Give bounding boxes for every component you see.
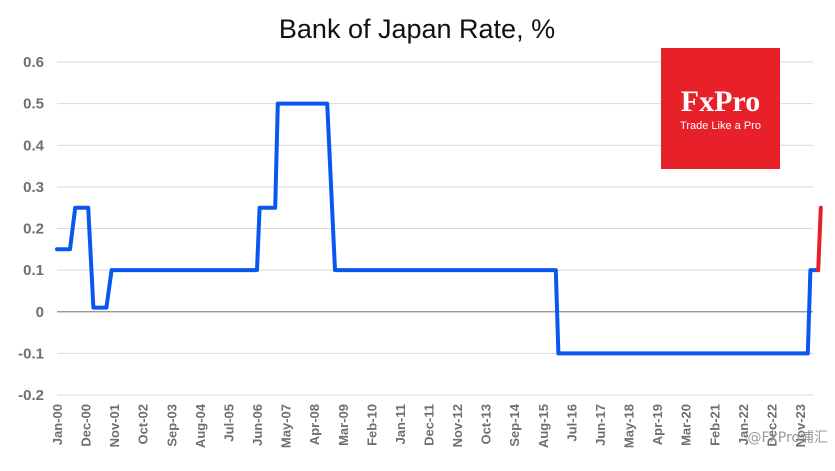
x-tick-label: Nov-23 <box>793 404 808 447</box>
x-tick-label: Dec-11 <box>422 404 437 446</box>
x-tick-label: Aug-04 <box>193 403 208 448</box>
x-tick-label: Aug-15 <box>536 404 551 448</box>
x-tick-label: Apr-19 <box>650 404 665 445</box>
y-tick-label: -0.2 <box>18 387 44 404</box>
x-tick-label: Jan-11 <box>393 404 408 444</box>
y-tick-label: 0.1 <box>23 262 44 279</box>
x-tick-label: Jan-00 <box>50 404 65 445</box>
series-layer <box>55 101 823 356</box>
logo-tagline: Trade Like a Pro <box>680 120 761 132</box>
x-tick-label: May-07 <box>279 404 294 448</box>
logo-box <box>661 48 780 169</box>
x-tick-label: Mar-09 <box>336 404 351 446</box>
x-tick-label: Feb-10 <box>364 404 379 446</box>
x-tick-label: Jul-16 <box>564 404 579 442</box>
x-tick-label: Jul-05 <box>221 404 236 442</box>
y-tick-label: 0.2 <box>23 221 44 238</box>
rate-line-latest <box>816 205 823 273</box>
watermark: @FxPro浦汇 <box>747 430 828 446</box>
x-tick-label: May-18 <box>622 404 637 448</box>
logo-brand: FxPro <box>681 85 760 118</box>
x-tick-label: Mar-20 <box>679 404 694 446</box>
chart-title: Bank of Japan Rate, % <box>279 14 555 44</box>
x-tick-label: Dec-22 <box>764 404 779 447</box>
y-tick-label: 0 <box>36 304 44 321</box>
x-tick-label: Jun-17 <box>593 404 608 446</box>
x-tick-label: Jan-22 <box>736 404 751 445</box>
rate-line <box>55 101 821 356</box>
x-axis-ticks: Jan-00 Dec-00 Nov-01 Oct-02 Sep-03 Aug-04 Jul-… <box>50 403 808 448</box>
y-tick-label: 0.6 <box>23 54 44 71</box>
x-tick-label: Feb-21 <box>707 404 722 446</box>
x-tick-label: Sep-14 <box>507 403 522 446</box>
y-axis-ticks: 0.6 0.5 0.4 0.3 0.2 0.1 0 -0.1 -0.2 <box>18 54 45 404</box>
x-tick-label: Nov-01 <box>107 404 122 447</box>
x-tick-label: Oct-02 <box>136 404 151 444</box>
fxpro-logo: FxPro Trade Like a Pro <box>661 48 780 169</box>
y-tick-label: 0.4 <box>23 137 45 154</box>
y-tick-label: -0.1 <box>18 345 44 362</box>
x-tick-label: Dec-00 <box>79 404 94 447</box>
y-tick-label: 0.5 <box>23 96 44 113</box>
x-tick-label: Apr-08 <box>307 404 322 445</box>
x-tick-label: Sep-03 <box>164 404 179 447</box>
x-tick-label: Nov-12 <box>450 404 465 447</box>
x-tick-label: Jun-06 <box>250 404 265 446</box>
x-tick-label: Oct-13 <box>479 404 494 444</box>
y-tick-label: 0.3 <box>23 179 44 196</box>
